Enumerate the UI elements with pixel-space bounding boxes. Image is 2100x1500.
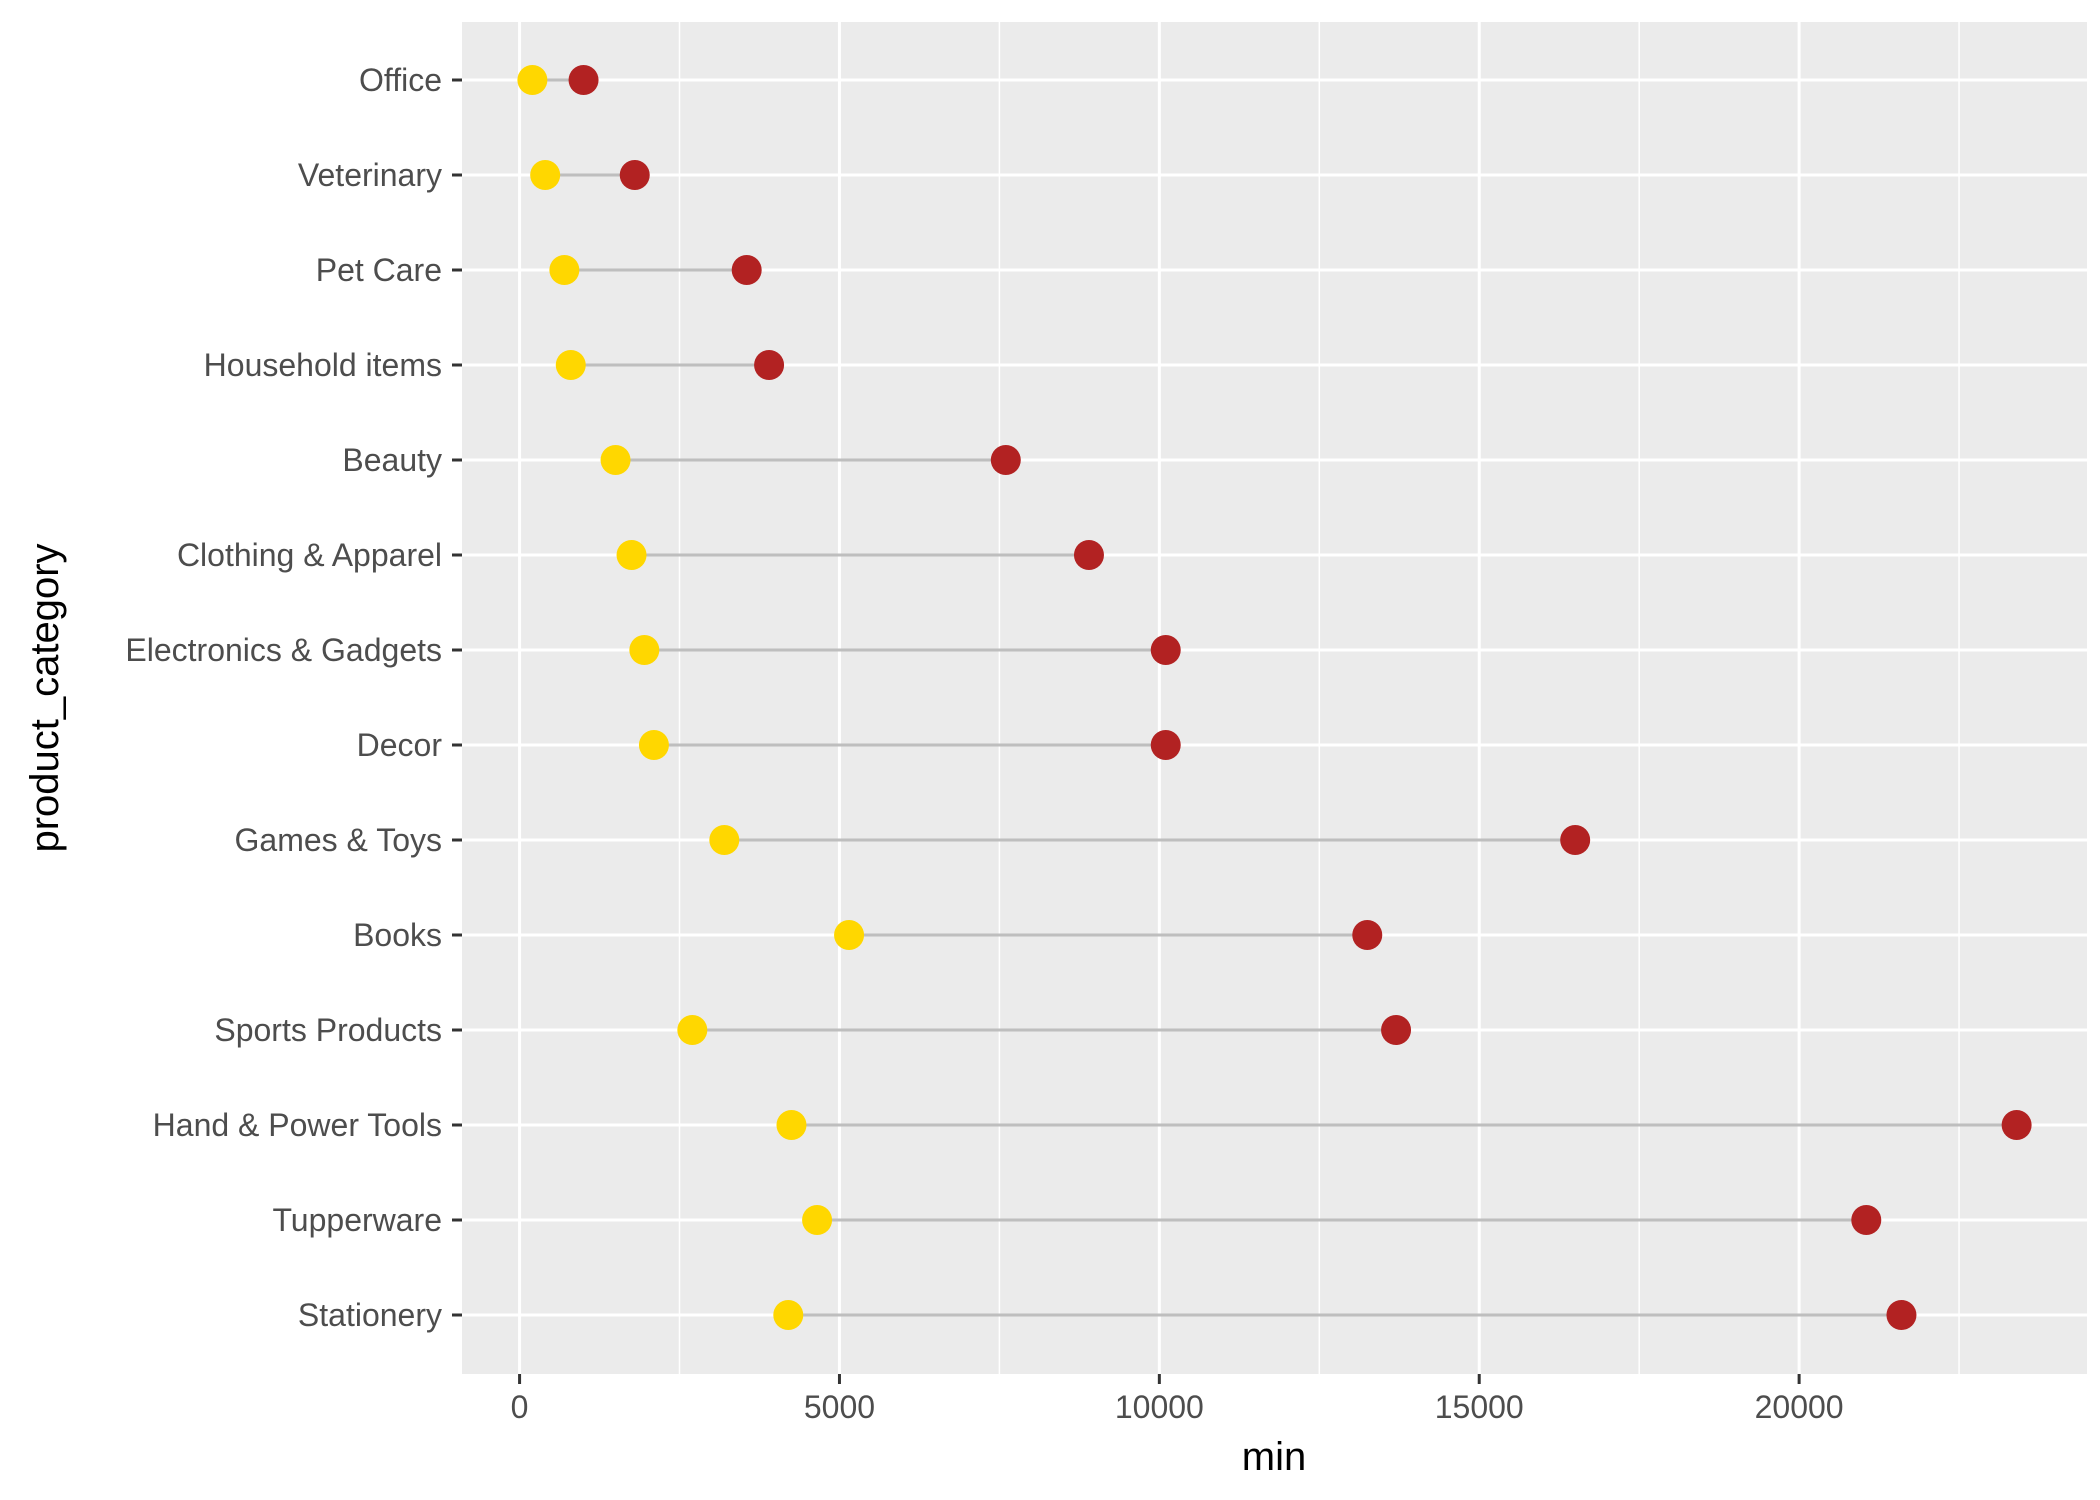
- min-point: [616, 540, 647, 570]
- y-tick-label: Veterinary: [298, 157, 442, 193]
- min-point: [776, 1110, 807, 1140]
- y-tick-label: Tupperware: [272, 1202, 442, 1238]
- max-point: [2001, 1110, 2032, 1140]
- min-point: [517, 65, 548, 95]
- x-axis-title: min: [1242, 1435, 1306, 1479]
- max-point: [1381, 1015, 1412, 1045]
- y-tick-label: Sports Products: [214, 1012, 442, 1048]
- y-axis: Office Veterinary Pet Care Household items B…: [125, 62, 462, 1333]
- min-point: [834, 920, 865, 950]
- max-point: [1352, 920, 1383, 950]
- dumbbell-segments: [532, 78, 2017, 1317]
- max-point: [990, 445, 1021, 475]
- y-axis-title: product_category: [23, 543, 67, 852]
- y-tick-label: Decor: [357, 727, 443, 763]
- min-point: [638, 730, 669, 760]
- max-point: [754, 350, 785, 380]
- min-point: [530, 160, 561, 190]
- x-tick-label: 15000: [1435, 1389, 1524, 1425]
- y-tick-label: Pet Care: [316, 252, 442, 288]
- y-tick-label: Clothing & Apparel: [177, 537, 442, 573]
- y-tick-label: Beauty: [342, 442, 442, 478]
- y-tick-label: Electronics & Gadgets: [125, 632, 442, 668]
- min-points: [517, 65, 865, 1330]
- min-point: [549, 255, 580, 285]
- x-tick-label: 10000: [1115, 1389, 1204, 1425]
- max-point: [1150, 730, 1181, 760]
- max-points: [568, 65, 2032, 1330]
- plot-panel: [462, 22, 2087, 1374]
- max-point: [568, 65, 599, 95]
- x-axis: 0 5000 10000 15000 20000: [511, 1374, 1844, 1425]
- minor-gridlines: [678, 22, 1960, 1374]
- min-point: [600, 445, 631, 475]
- max-point: [1560, 825, 1591, 855]
- min-point: [802, 1205, 833, 1235]
- x-tick-label: 0: [511, 1389, 529, 1425]
- max-point: [1150, 635, 1181, 665]
- min-point: [709, 825, 740, 855]
- y-tick-label: Office: [359, 62, 442, 98]
- max-point: [1851, 1205, 1882, 1235]
- min-point: [773, 1300, 804, 1330]
- y-tick-label: Books: [353, 917, 442, 953]
- min-point: [677, 1015, 708, 1045]
- max-point: [731, 255, 762, 285]
- x-tick-label: 5000: [804, 1389, 875, 1425]
- min-point: [555, 350, 586, 380]
- max-point: [1886, 1300, 1917, 1330]
- min-point: [629, 635, 660, 665]
- y-tick-label: Hand & Power Tools: [153, 1107, 442, 1143]
- x-tick-label: 20000: [1755, 1389, 1844, 1425]
- y-tick-label: Household items: [204, 347, 442, 383]
- max-point: [619, 160, 650, 190]
- max-point: [1073, 540, 1104, 570]
- y-tick-label: Stationery: [298, 1297, 442, 1333]
- y-tick-label: Games & Toys: [235, 822, 442, 858]
